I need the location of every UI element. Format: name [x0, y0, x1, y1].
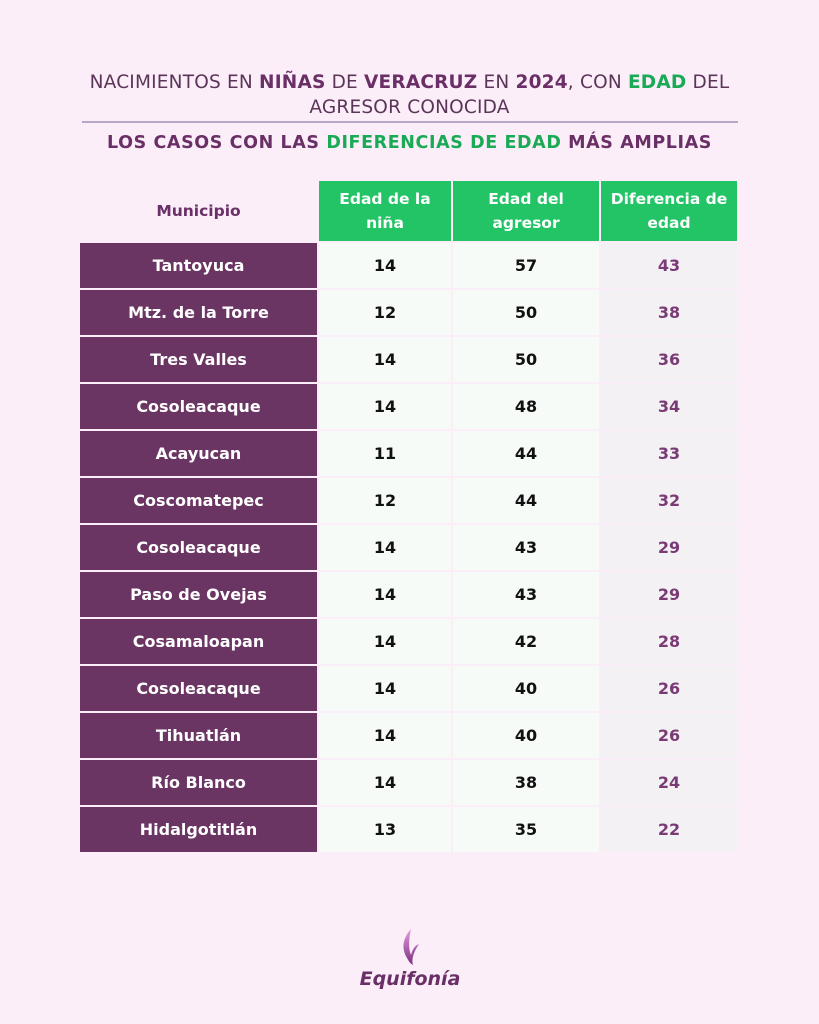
cell-edad-agresor: 42	[453, 619, 599, 664]
cell-municipio: Coscomatepec	[80, 478, 317, 523]
table-row: Tantoyuca 14 57 43	[80, 243, 737, 288]
table-header-row: Municipio Edad de la niña Edad del agres…	[80, 181, 737, 241]
cell-edad-nina: 14	[319, 666, 451, 711]
cell-diferencia: 38	[601, 290, 737, 335]
table-row: Mtz. de la Torre 12 50 38	[80, 290, 737, 335]
title-highlight-year: 2024	[515, 72, 568, 93]
table-row: Cosoleacaque 14 43 29	[80, 525, 737, 570]
cell-diferencia: 32	[601, 478, 737, 523]
subtitle-part: LOS CASOS CON LAS	[106, 133, 327, 153]
cell-diferencia: 29	[601, 525, 737, 570]
cell-edad-nina: 14	[319, 619, 451, 664]
table-body: Tantoyuca 14 57 43 Mtz. de la Torre 12 50 38 Tre…	[80, 243, 737, 852]
cell-diferencia: 28	[601, 619, 737, 664]
title-part: NACIMIENTOS EN	[89, 72, 260, 93]
page-subtitle: LOS CASOS CON LAS DIFERENCIAS DE EDAD MÁ…	[70, 131, 749, 155]
cell-diferencia: 26	[601, 666, 737, 711]
header-diferencia: Diferencia de edad	[601, 181, 737, 241]
cell-edad-agresor: 35	[453, 807, 599, 852]
cell-edad-agresor: 40	[453, 713, 599, 758]
table-row: Cosamaloapan 14 42 28	[80, 619, 737, 664]
table-row: Cosoleacaque 14 48 34	[80, 384, 737, 429]
subtitle-highlight: DIFERENCIAS DE EDAD	[326, 133, 562, 153]
title-highlight-veracruz: VERACRUZ	[364, 72, 478, 93]
table-row: Río Blanco 14 38 24	[80, 760, 737, 805]
header-edad-agresor: Edad del agresor	[453, 181, 599, 241]
cell-edad-agresor: 57	[453, 243, 599, 288]
cell-edad-agresor: 38	[453, 760, 599, 805]
cell-edad-nina: 14	[319, 572, 451, 617]
table-row: Paso de Ovejas 14 43 29	[80, 572, 737, 617]
cell-edad-nina: 11	[319, 431, 451, 476]
cell-edad-agresor: 44	[453, 431, 599, 476]
cell-diferencia: 22	[601, 807, 737, 852]
cell-edad-agresor: 43	[453, 572, 599, 617]
cell-edad-nina: 14	[319, 243, 451, 288]
brand-logo: Equifonía	[355, 928, 465, 998]
title-part: DEL AGRESOR CONOCIDA	[309, 72, 730, 118]
cell-municipio: Acayucan	[80, 431, 317, 476]
cell-edad-agresor: 43	[453, 525, 599, 570]
cell-municipio: Tihuatlán	[80, 713, 317, 758]
table-row: Acayucan 11 44 33	[80, 431, 737, 476]
cell-edad-nina: 12	[319, 478, 451, 523]
cell-edad-agresor: 50	[453, 290, 599, 335]
cell-edad-nina: 14	[319, 337, 451, 382]
cell-municipio: Río Blanco	[80, 760, 317, 805]
title-highlight-ninas: NIÑAS	[259, 72, 326, 93]
cell-diferencia: 24	[601, 760, 737, 805]
cell-municipio: Tantoyuca	[80, 243, 317, 288]
table-row: Tihuatlán 14 40 26	[80, 713, 737, 758]
cell-edad-nina: 14	[319, 713, 451, 758]
title-part: , CON	[567, 72, 628, 93]
cell-municipio: Cosoleacaque	[80, 666, 317, 711]
page-title: NACIMIENTOS EN NIÑAS DE VERACRUZ EN 2024…	[70, 70, 749, 120]
cell-municipio: Cosoleacaque	[80, 384, 317, 429]
cell-diferencia: 36	[601, 337, 737, 382]
cell-diferencia: 33	[601, 431, 737, 476]
title-divider	[82, 121, 738, 123]
cell-edad-nina: 12	[319, 290, 451, 335]
cell-municipio: Hidalgotitlán	[80, 807, 317, 852]
feather-flame-icon	[403, 929, 419, 965]
cell-diferencia: 34	[601, 384, 737, 429]
title-highlight-edad: EDAD	[627, 72, 687, 93]
cell-edad-agresor: 40	[453, 666, 599, 711]
cell-municipio: Mtz. de la Torre	[80, 290, 317, 335]
cell-municipio: Cosamaloapan	[80, 619, 317, 664]
header-municipio: Municipio	[156, 202, 241, 220]
table-row: Tres Valles 14 50 36	[80, 337, 737, 382]
cell-edad-agresor: 50	[453, 337, 599, 382]
cell-diferencia: 43	[601, 243, 737, 288]
subtitle-part: MÁS AMPLIAS	[561, 133, 712, 153]
data-table: Municipio Edad de la niña Edad del agres…	[78, 179, 739, 854]
table-row: Cosoleacaque 14 40 26	[80, 666, 737, 711]
cell-municipio: Tres Valles	[80, 337, 317, 382]
cell-edad-nina: 13	[319, 807, 451, 852]
title-part: EN	[477, 72, 516, 93]
cell-edad-nina: 14	[319, 525, 451, 570]
title-part: DE	[325, 72, 365, 93]
cell-diferencia: 26	[601, 713, 737, 758]
cell-municipio: Cosoleacaque	[80, 525, 317, 570]
header-edad-nina: Edad de la niña	[319, 181, 451, 241]
cell-edad-nina: 14	[319, 384, 451, 429]
cell-edad-agresor: 44	[453, 478, 599, 523]
table-row: Hidalgotitlán 13 35 22	[80, 807, 737, 852]
logo-wordmark: Equifonía	[359, 968, 461, 990]
cell-edad-agresor: 48	[453, 384, 599, 429]
cell-diferencia: 29	[601, 572, 737, 617]
cell-municipio: Paso de Ovejas	[80, 572, 317, 617]
cell-edad-nina: 14	[319, 760, 451, 805]
table-row: Coscomatepec 12 44 32	[80, 478, 737, 523]
